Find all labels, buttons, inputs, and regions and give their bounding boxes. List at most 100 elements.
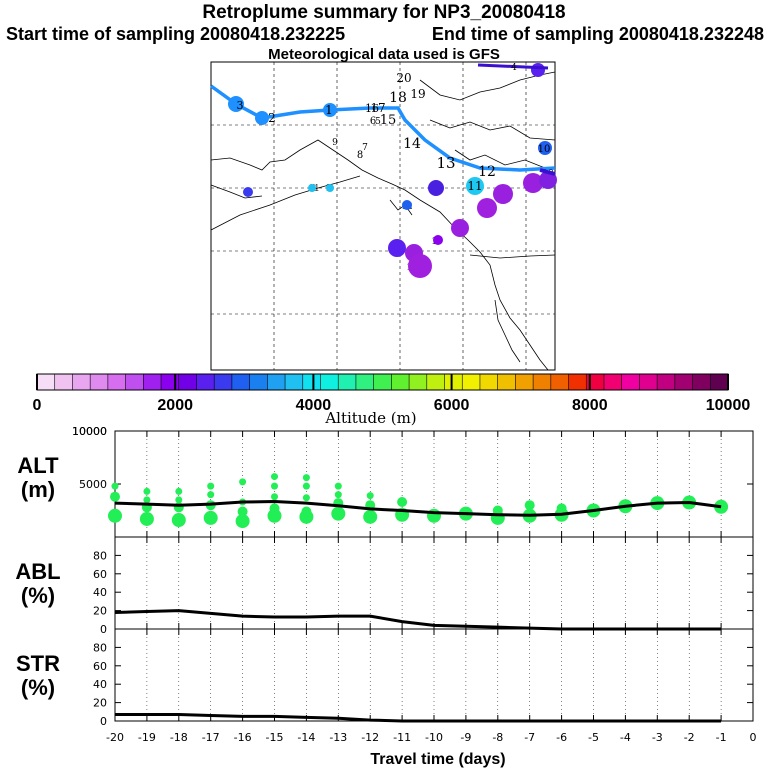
- xtick-label: -14: [297, 731, 315, 744]
- alt-particle-point: [143, 487, 151, 495]
- colorbar-cell: [373, 374, 392, 390]
- map-point: [408, 254, 432, 278]
- xtick-label: -12: [361, 731, 379, 744]
- xtick-label: -8: [492, 731, 503, 744]
- map-track-label: 18: [389, 90, 407, 106]
- map-track-label: 17: [370, 101, 385, 115]
- colorbar-cell: [409, 374, 428, 390]
- alt-particle-point: [271, 473, 278, 481]
- alt-particle-point: [269, 503, 280, 514]
- colorbar-cell: [674, 374, 694, 390]
- colorbar-cell: [533, 374, 552, 390]
- alt-particle-point: [556, 503, 567, 514]
- map-point: [538, 141, 552, 155]
- map-point: [308, 184, 316, 192]
- panel-ytick-label: 20: [93, 697, 107, 710]
- map-track-label: 6: [370, 116, 376, 127]
- map-track-fragment: [539, 168, 556, 176]
- colorbar-cell: [497, 374, 516, 390]
- alt-particle-point: [111, 482, 119, 490]
- colorbar-tick-label: 10000: [706, 397, 751, 414]
- colorbar-dividers: [54, 374, 711, 390]
- str-line: [115, 713, 722, 723]
- colorbar-tick-label: 4000: [296, 397, 332, 414]
- colorbar-cell: [657, 374, 676, 390]
- alt-particle-point: [397, 497, 408, 508]
- colorbar-cell: [462, 374, 481, 390]
- xtick-label: -13: [329, 731, 347, 744]
- alt-particle-point: [302, 474, 310, 482]
- map-point: [531, 63, 545, 77]
- colorbar-cell: [515, 374, 534, 390]
- map-point: [228, 96, 244, 112]
- xaxis-label: Travel time (days): [370, 751, 505, 768]
- alt-particle-point: [714, 499, 729, 514]
- map-point: [326, 184, 334, 192]
- panel-ylabel: ALT: [17, 453, 59, 478]
- colorbar-cell: [603, 374, 623, 390]
- alt-particle-point: [143, 496, 151, 504]
- panel-frame: [114, 628, 754, 722]
- map-point: [402, 200, 412, 210]
- colorbar-cell: [320, 374, 339, 390]
- colorbar-cell: [391, 374, 410, 390]
- colorbar-tick-label: 6000: [434, 397, 470, 414]
- panel-ylabel: ABL: [15, 559, 60, 584]
- map-track-label: 1: [325, 103, 333, 117]
- alt-particle-point: [108, 508, 122, 523]
- alt-particle-point: [366, 492, 374, 500]
- alt-particle-point: [363, 509, 378, 524]
- xtick-label: -7: [524, 731, 535, 744]
- colorbar-cell: [54, 374, 73, 390]
- alt-particle-point: [524, 500, 535, 511]
- map-track-label: 4: [511, 63, 517, 73]
- panel-ylabel: (m): [21, 477, 55, 502]
- alt-particle-point: [334, 491, 342, 499]
- alt-particle-point: [207, 491, 215, 499]
- xtick-label: -2: [684, 731, 695, 744]
- alt-particle-point: [110, 491, 120, 502]
- alt-particle-point: [235, 514, 250, 529]
- colorbar-cell: [161, 374, 180, 390]
- xtick-label: -1: [716, 731, 727, 744]
- colorbar-cell: [267, 374, 286, 390]
- colorbar-tick-label: 0: [33, 397, 42, 414]
- panel-ytick-label: 5000: [79, 478, 107, 491]
- map-point: [428, 180, 444, 196]
- colorbar-cell: [302, 374, 321, 390]
- xtick-label: -19: [138, 731, 156, 744]
- alt-particle-point: [237, 506, 248, 517]
- map-point: [243, 187, 253, 197]
- xtick-label: -17: [202, 731, 220, 744]
- map-track-label: 15: [380, 113, 397, 128]
- alt-particle-point: [175, 496, 183, 504]
- map-point: [388, 239, 406, 257]
- alt-particle-point: [171, 513, 186, 528]
- map-track-label: 2: [268, 111, 276, 125]
- colorbar-cell: [586, 374, 605, 390]
- map-track-label: 7: [362, 143, 368, 153]
- alt-particle-point: [271, 482, 278, 490]
- colorbar-tick-label: 8000: [572, 397, 608, 414]
- xtick-label: -16: [234, 731, 252, 744]
- colorbar-cell: [710, 374, 729, 390]
- xtick-label: -20: [106, 731, 124, 744]
- map-track-label: 14: [403, 136, 421, 152]
- panel-ytick-label: 10000: [72, 425, 107, 438]
- map-track-label: 16: [365, 102, 379, 115]
- start-time-label: Start time of sampling 20080418.232225: [6, 24, 346, 44]
- panel-ytick-label: 0: [100, 623, 107, 636]
- colorbar: 0 2000 4000 6000 8000 10000 Altitude (m): [33, 373, 751, 427]
- map-track-label: 11: [467, 179, 482, 193]
- map-track-label: 8: [357, 150, 363, 161]
- panel-ytick-label: 60: [93, 660, 107, 673]
- xtick-label: -4: [620, 731, 631, 744]
- panel-ytick-label: 60: [93, 568, 107, 581]
- alt-particle-point: [302, 494, 310, 502]
- panel-ytick-label: 0: [100, 715, 107, 728]
- map-track-label: 20: [396, 71, 411, 85]
- map-track-label: 10: [538, 144, 551, 155]
